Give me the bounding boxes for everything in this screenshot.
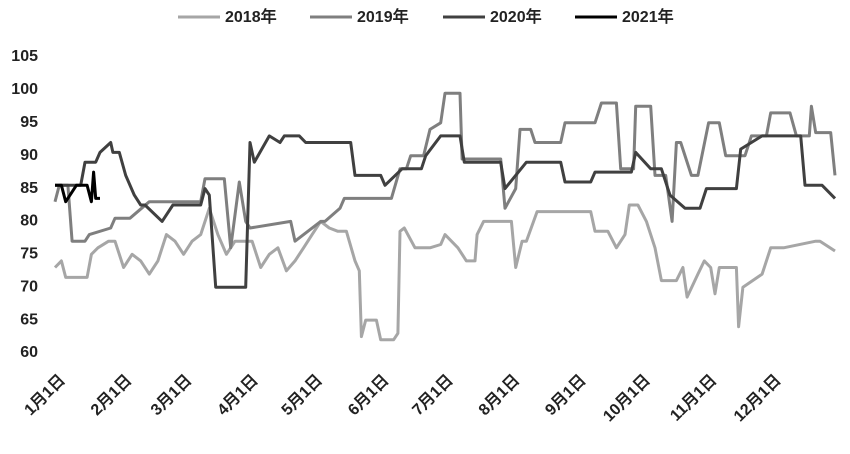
y-tick-label: 95 bbox=[20, 114, 38, 131]
y-tick-label: 80 bbox=[20, 213, 38, 230]
x-tick-label: 2月1日 bbox=[87, 371, 135, 419]
x-tick-label: 8月1日 bbox=[475, 371, 523, 419]
y-tick-label: 90 bbox=[20, 147, 38, 164]
x-tick-label: 11月1日 bbox=[667, 371, 721, 425]
legend-label: 2018年 bbox=[225, 7, 277, 26]
legend-label: 2019年 bbox=[357, 7, 409, 26]
x-tick-label: 10月1日 bbox=[600, 371, 654, 425]
y-tick-label: 65 bbox=[20, 311, 38, 328]
legend-label: 2021年 bbox=[622, 7, 674, 26]
x-tick-label: 9月1日 bbox=[542, 371, 590, 419]
y-tick-label: 70 bbox=[20, 278, 38, 295]
y-tick-label: 105 bbox=[11, 48, 38, 65]
line-series bbox=[55, 134, 837, 289]
x-tick-label: 3月1日 bbox=[147, 371, 195, 419]
x-tick-label: 1月1日 bbox=[21, 371, 69, 419]
x-tick-label: 7月1日 bbox=[409, 371, 457, 419]
y-tick-label: 100 bbox=[11, 81, 38, 98]
y-tick-label: 60 bbox=[20, 344, 38, 361]
line-series bbox=[53, 91, 837, 250]
x-tick-label: 6月1日 bbox=[344, 371, 392, 419]
line-series bbox=[53, 203, 836, 342]
legend-label: 2020年 bbox=[490, 7, 542, 26]
y-tick-label: 85 bbox=[20, 180, 38, 197]
x-tick-label: 5月1日 bbox=[278, 371, 326, 419]
x-tick-label: 4月1日 bbox=[214, 371, 262, 419]
x-tick-label: 12月1日 bbox=[730, 371, 784, 425]
y-tick-label: 75 bbox=[20, 246, 38, 263]
line-series bbox=[55, 170, 100, 204]
